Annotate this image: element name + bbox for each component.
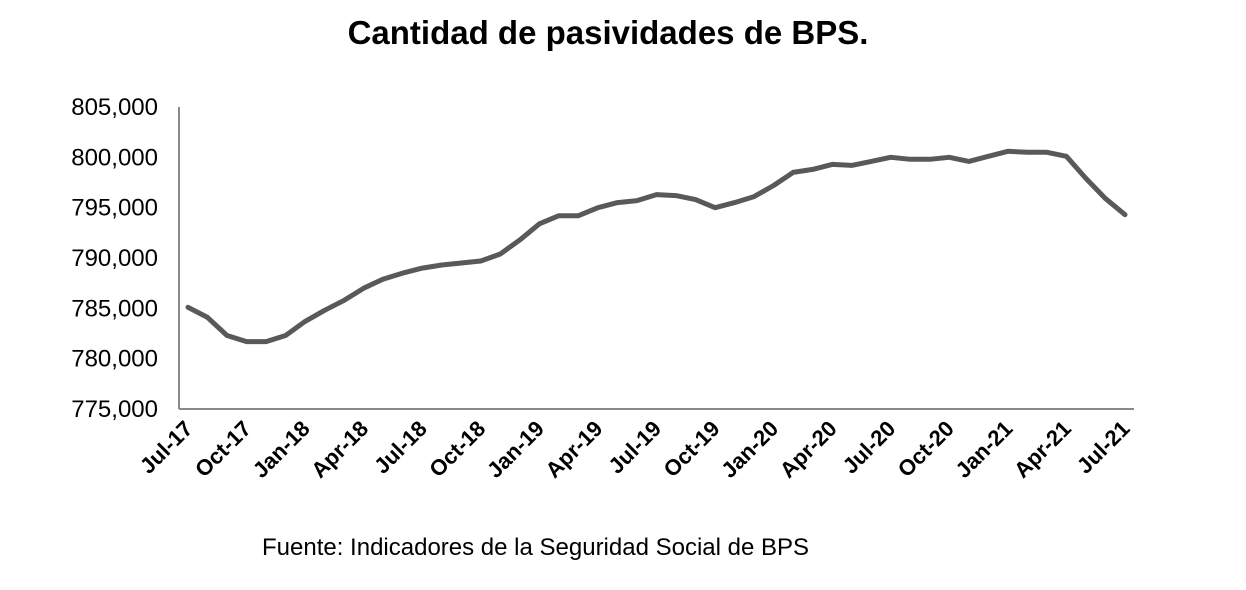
y-tick-label: 780,000 bbox=[71, 346, 158, 373]
x-tick-label: Oct-17 bbox=[190, 416, 256, 482]
x-tick-label: Jul-17 bbox=[135, 416, 198, 479]
x-tick-label: Jan-18 bbox=[248, 416, 315, 483]
x-tick-label: Jul-21 bbox=[1072, 416, 1135, 479]
y-tick-label: 800,000 bbox=[71, 144, 158, 171]
x-tick-label: Jul-20 bbox=[838, 416, 901, 479]
x-tick-label: Oct-20 bbox=[893, 416, 959, 482]
x-tick-label: Apr-20 bbox=[775, 416, 842, 483]
series-line bbox=[185, 148, 1128, 345]
x-axis-ticks: Jul-17Oct-17Jan-18Apr-18Jul-18Oct-18Jan-… bbox=[135, 416, 1135, 483]
x-tick-label: Jul-18 bbox=[369, 416, 432, 479]
source-note: Fuente: Indicadores de la Seguridad Soci… bbox=[262, 534, 810, 561]
x-tick-label: Jan-19 bbox=[482, 416, 549, 483]
y-tick-label: 785,000 bbox=[71, 295, 158, 322]
y-tick-label: 790,000 bbox=[71, 245, 158, 272]
y-tick-label: 795,000 bbox=[71, 195, 158, 222]
x-tick-label: Apr-18 bbox=[306, 416, 373, 483]
x-tick-label: Jan-20 bbox=[716, 416, 783, 483]
y-axis-ticks: 775,000 780,000 785,000 790,000 795,000 800,0… bbox=[71, 94, 158, 423]
x-tick-label: Jul-19 bbox=[603, 416, 666, 479]
x-tick-label: Apr-21 bbox=[1009, 416, 1076, 483]
x-tick-label: Oct-19 bbox=[658, 416, 724, 482]
x-tick-label: Jan-21 bbox=[950, 416, 1017, 483]
y-tick-label: 805,000 bbox=[71, 94, 158, 121]
x-tick-label: Oct-18 bbox=[424, 416, 490, 482]
y-tick-label: 775,000 bbox=[71, 396, 158, 423]
x-tick-label: Apr-19 bbox=[541, 416, 608, 483]
chart-title: Cantidad de pasividades de BPS. bbox=[347, 14, 869, 51]
